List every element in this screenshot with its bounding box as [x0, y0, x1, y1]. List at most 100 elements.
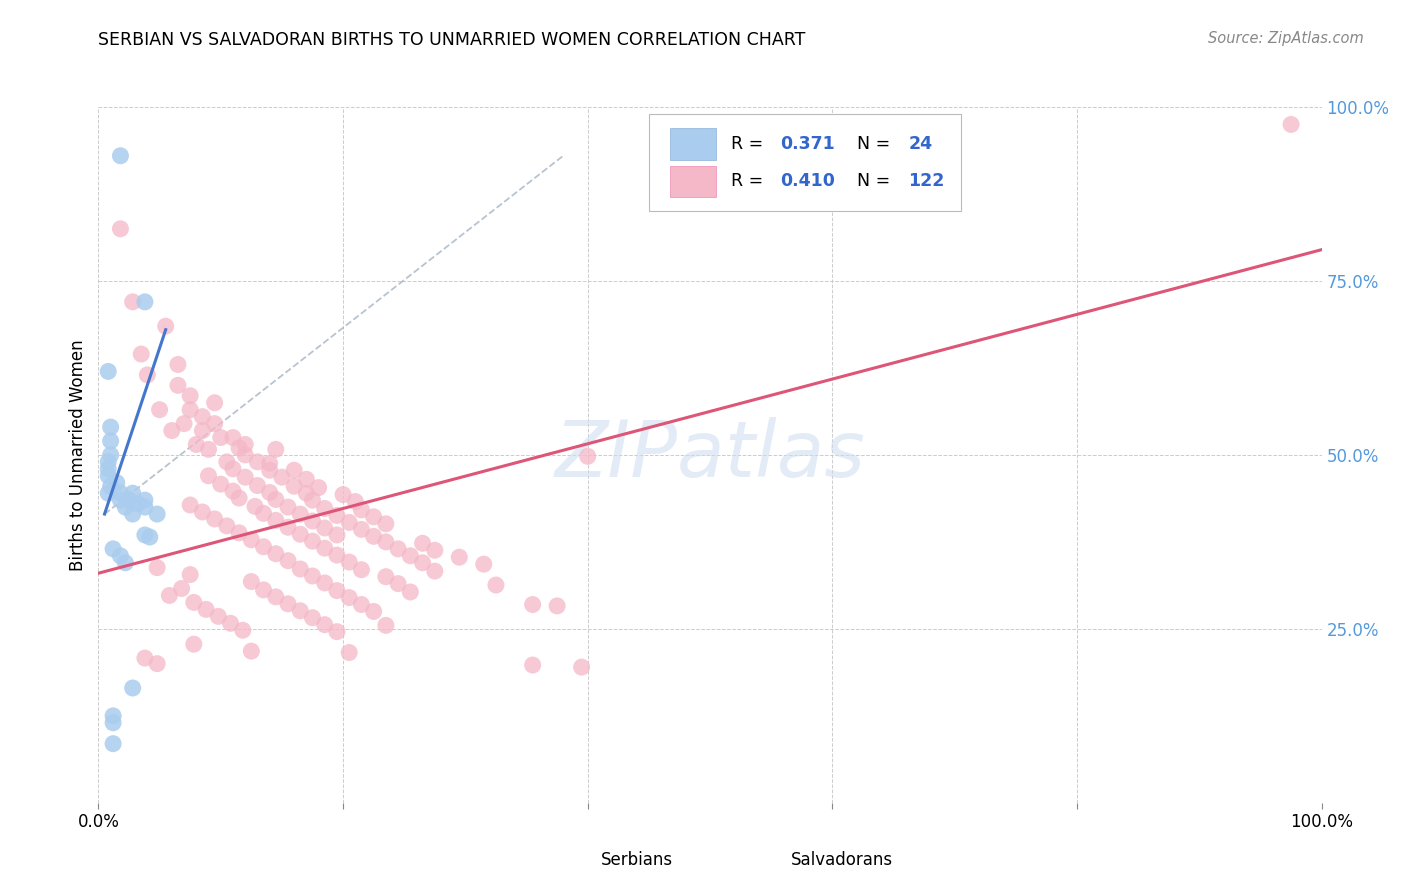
Point: [215, 519, 238, 533]
Point: [179, 567, 201, 582]
Point: [233, 470, 256, 484]
Point: [209, 477, 232, 491]
Text: 122: 122: [908, 172, 945, 191]
Point: [350, 522, 373, 536]
Point: [314, 576, 336, 591]
Point: [186, 437, 208, 451]
Point: [270, 470, 294, 484]
Point: [232, 624, 254, 638]
Point: [157, 589, 180, 603]
Text: Source: ZipAtlas.com: Source: ZipAtlas.com: [1208, 31, 1364, 46]
Point: [100, 420, 122, 434]
Point: [399, 549, 422, 563]
Point: [222, 484, 245, 499]
Text: SERBIAN VS SALVADORAN BIRTHS TO UNMARRIED WOMEN CORRELATION CHART: SERBIAN VS SALVADORAN BIRTHS TO UNMARRIE…: [98, 31, 806, 49]
Point: [110, 486, 132, 500]
Point: [314, 617, 336, 632]
Point: [363, 605, 385, 619]
Text: N =: N =: [856, 135, 896, 153]
Point: [222, 462, 245, 476]
Point: [374, 618, 396, 632]
Point: [228, 491, 250, 505]
Point: [114, 500, 136, 514]
Point: [195, 602, 218, 616]
Point: [191, 409, 214, 424]
Point: [100, 434, 122, 448]
Point: [290, 562, 312, 576]
Point: [363, 509, 385, 524]
Point: [252, 540, 274, 554]
Point: [146, 560, 169, 574]
Point: [259, 463, 281, 477]
Text: 24: 24: [908, 135, 932, 153]
FancyBboxPatch shape: [650, 114, 960, 211]
Point: [350, 598, 373, 612]
Point: [228, 525, 250, 540]
Point: [204, 512, 226, 526]
Point: [277, 554, 299, 568]
FancyBboxPatch shape: [557, 848, 592, 875]
Text: 0.371: 0.371: [780, 135, 835, 153]
Point: [387, 541, 409, 556]
Point: [295, 486, 318, 500]
Point: [259, 485, 281, 500]
Point: [146, 507, 169, 521]
Point: [97, 364, 120, 378]
Point: [337, 646, 360, 660]
Point: [264, 590, 287, 604]
Point: [167, 358, 190, 372]
Point: [301, 534, 323, 549]
Point: [344, 494, 367, 508]
Point: [170, 582, 193, 596]
Point: [350, 503, 373, 517]
Point: [191, 424, 214, 438]
Point: [246, 455, 269, 469]
Point: [264, 513, 287, 527]
Text: Salvadorans: Salvadorans: [790, 851, 893, 869]
Point: [191, 505, 214, 519]
Point: [105, 475, 128, 490]
Point: [337, 591, 360, 605]
Text: ZIPatlas: ZIPatlas: [554, 417, 866, 493]
Text: R =: R =: [731, 172, 769, 191]
Point: [374, 570, 396, 584]
Text: Serbians: Serbians: [602, 851, 673, 869]
Point: [100, 479, 122, 493]
Point: [149, 402, 172, 417]
Point: [160, 424, 183, 438]
Point: [197, 468, 219, 483]
Point: [283, 479, 305, 493]
Point: [332, 487, 354, 501]
Point: [179, 402, 201, 417]
Point: [240, 644, 263, 658]
Point: [243, 500, 266, 514]
Point: [100, 448, 122, 462]
Point: [183, 637, 205, 651]
Point: [412, 536, 434, 550]
Point: [204, 396, 226, 410]
Point: [121, 681, 143, 695]
Point: [246, 478, 269, 492]
Point: [179, 389, 201, 403]
Point: [423, 543, 446, 558]
Point: [101, 708, 124, 723]
Point: [179, 498, 201, 512]
Point: [295, 472, 318, 486]
Point: [423, 564, 446, 578]
Text: N =: N =: [856, 172, 896, 191]
Point: [139, 530, 162, 544]
Point: [522, 598, 544, 612]
Text: 0.410: 0.410: [780, 172, 835, 191]
Point: [290, 507, 312, 521]
Point: [134, 294, 156, 309]
Point: [219, 616, 242, 631]
Point: [277, 500, 299, 514]
Point: [173, 417, 195, 431]
Point: [215, 455, 238, 469]
Point: [337, 555, 360, 569]
Point: [134, 651, 156, 665]
Point: [209, 431, 232, 445]
Point: [576, 450, 599, 464]
Point: [146, 657, 169, 671]
Point: [97, 468, 120, 483]
